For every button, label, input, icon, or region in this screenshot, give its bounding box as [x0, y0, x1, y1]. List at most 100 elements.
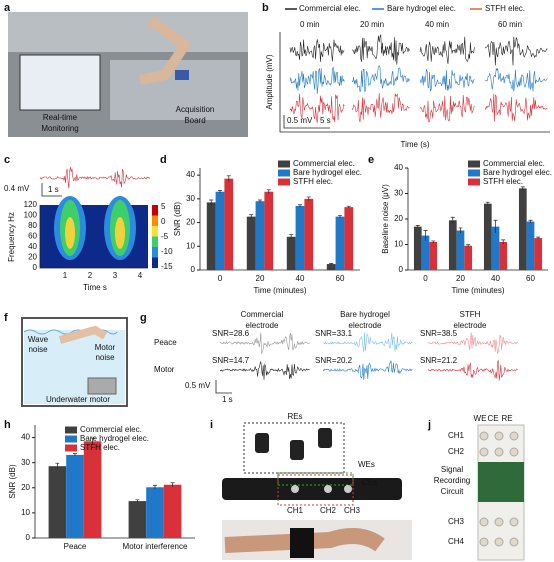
label: CH2 — [448, 447, 465, 456]
colorbar-label: 0 — [161, 217, 166, 226]
error-bar — [458, 227, 463, 234]
ces-box — [277, 474, 354, 506]
label: RE — [501, 414, 512, 423]
label: CH1 — [448, 431, 465, 440]
error-bar — [431, 240, 436, 243]
axis-label: Frequency Hz — [7, 212, 16, 262]
error-bar — [218, 190, 222, 193]
label: Signal — [441, 465, 463, 474]
legend-label: Bare hydrogel elec. — [293, 168, 362, 177]
bar — [344, 207, 354, 270]
bar — [413, 226, 422, 270]
label: Real-time — [43, 113, 78, 122]
panel-label: e — [368, 154, 374, 166]
y-tick-label: 0 — [191, 265, 196, 274]
arm — [58, 325, 108, 344]
colorbar-label: 5 — [161, 202, 166, 211]
column-label: electrode — [454, 321, 487, 330]
bar — [421, 235, 430, 270]
error-bar — [423, 230, 428, 241]
colorbar — [152, 247, 158, 258]
y-tick-label: 10 — [21, 508, 30, 517]
colorbar-label: -15 — [161, 262, 173, 271]
arm — [139, 15, 192, 85]
tick-label: 120 — [24, 200, 38, 209]
legend-label: Commercial elec. — [80, 425, 142, 434]
panel-label: f — [4, 312, 8, 324]
error-bar — [501, 239, 506, 244]
x-tick-label: 0 — [423, 274, 428, 283]
row-label: Peace — [154, 338, 177, 347]
legend-swatch — [468, 178, 480, 186]
scale-bar — [283, 115, 330, 129]
column-label: electrode — [246, 321, 279, 330]
snr-label: SNR=33.1 — [315, 329, 353, 338]
y-tick-label: 20 — [21, 483, 30, 492]
bar — [304, 198, 314, 270]
signal — [427, 359, 518, 381]
bar — [499, 241, 508, 270]
column-label: Bare hydrogel — [340, 310, 390, 319]
error-bar — [485, 201, 490, 206]
signal — [419, 36, 475, 65]
x-tick-label: 0 — [218, 274, 223, 283]
site — [344, 485, 352, 493]
x-tick-label: 40 — [491, 274, 500, 283]
tick-label: 20 — [28, 253, 37, 262]
colorbar-label: -5 — [161, 232, 169, 241]
label: Acquisition — [176, 105, 215, 114]
scale-label: 5 s — [320, 116, 331, 125]
tick-label: 0 — [33, 263, 38, 272]
time-label: 40 min — [425, 20, 449, 29]
snr-label: SNR=20.2 — [315, 356, 353, 365]
error-bar — [450, 216, 455, 224]
panel-label: h — [4, 419, 11, 431]
label: CH2 — [320, 506, 337, 515]
signal — [351, 34, 410, 65]
signal — [322, 360, 413, 381]
bar — [326, 264, 336, 270]
site — [509, 517, 519, 527]
label: Motor — [95, 343, 116, 352]
panel-label: c — [4, 154, 10, 166]
site — [479, 517, 489, 527]
axis-label: SNR (dB) — [173, 202, 182, 237]
bar — [491, 226, 500, 270]
bar — [526, 221, 535, 270]
row-label: Motor — [154, 365, 175, 374]
site — [509, 537, 519, 547]
signal — [351, 92, 410, 123]
scale-label: 0.5 mV — [287, 116, 313, 125]
bar — [128, 501, 147, 538]
scale-label: 0.5 mV — [185, 381, 211, 390]
legend-swatch — [278, 169, 290, 177]
snr-label: SNR=28.6 — [212, 329, 250, 338]
bar — [518, 188, 527, 270]
signal — [484, 36, 548, 66]
scale-label: 1 s — [48, 185, 59, 194]
x-tick-label: 20 — [456, 274, 465, 283]
legend-label: Commercial elec. — [299, 4, 361, 13]
column-label: STFH — [460, 310, 481, 319]
tick-label: 2 — [88, 271, 93, 280]
error-bar — [493, 219, 498, 234]
bar — [48, 466, 67, 538]
y-tick-label: 20 — [394, 214, 403, 223]
signal — [322, 332, 413, 353]
y-tick-label: 0 — [399, 265, 404, 274]
band — [222, 478, 402, 500]
time-label: 0 min — [300, 20, 320, 29]
signal — [484, 67, 548, 92]
snr-label: SNR=38.5 — [420, 329, 458, 338]
wave — [23, 329, 118, 335]
tick-label: 3 — [113, 271, 118, 280]
error-bar — [249, 214, 254, 219]
error-bar — [135, 499, 140, 503]
wes-box — [277, 472, 354, 486]
legend-label: Commercial elec. — [483, 159, 545, 168]
legend-label: STFH elec. — [485, 4, 525, 13]
tick-label: 100 — [24, 211, 38, 220]
error-bar — [258, 199, 262, 203]
site — [509, 431, 519, 441]
